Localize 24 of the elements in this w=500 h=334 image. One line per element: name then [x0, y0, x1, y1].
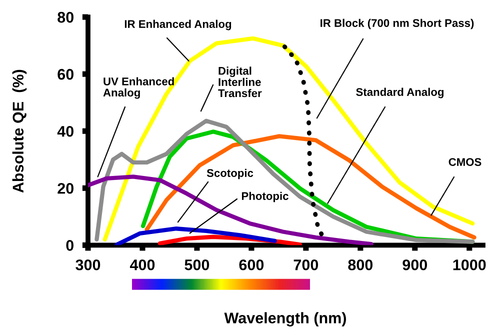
y-tick-label: 0 [66, 240, 74, 251]
x-tick-label: 700 [294, 259, 318, 270]
x-tick-label: 1000 [453, 259, 486, 270]
x-tick-label: 900 [402, 259, 428, 270]
y-tick-label: 60 [58, 68, 74, 80]
x-tick-label: 600 [239, 259, 264, 270]
annotation: IR Enhanced Analog [124, 20, 232, 30]
annotation: CMOS [448, 158, 482, 166]
y-tick-label: 80 [58, 12, 74, 23]
x-tick-label: 500 [184, 259, 210, 270]
y-tick-label: 40 [57, 126, 74, 137]
annotation: UV Enhanced Analog [103, 77, 174, 99]
line-series [114, 226, 277, 246]
annotation: Standard Analog [356, 88, 444, 98]
annotation: Photopic [242, 192, 288, 202]
x-axis-title: Wavelength (nm) [224, 312, 346, 326]
y-axis-title: Absolute QE (%) [12, 70, 27, 193]
x-tick-label: 400 [130, 259, 155, 270]
x-tick-label: 800 [348, 259, 373, 270]
annotation: Scotopic [206, 168, 254, 180]
x-tick-label: 300 [76, 259, 100, 270]
y-tick-label: 20 [58, 182, 74, 194]
annotation: Digital Interline Transfer [218, 66, 262, 98]
annotation: IR Block (700 nm Short Pass) [320, 18, 474, 30]
